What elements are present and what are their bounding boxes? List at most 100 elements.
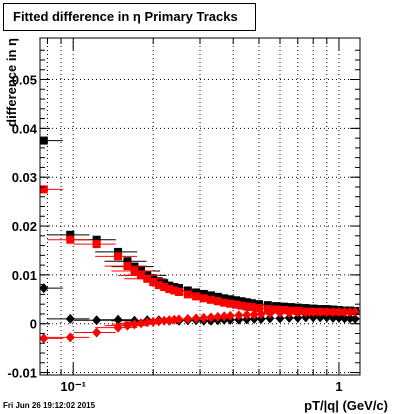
data-point-diamond-s3 [265,308,275,319]
data-point-square-s1 [254,304,263,313]
data-point-diamond-s2 [334,312,344,323]
data-point-diamond-s2 [275,313,285,324]
data-point-square-s1 [232,300,241,309]
data-point-square-s1 [114,252,123,261]
x-axis-label: pT/|q| (GeV/c) [304,398,388,413]
data-point-diamond-s3 [199,312,209,323]
data-point-diamond-s2 [65,313,75,324]
data-point-diamond-s2 [315,312,325,323]
data-point-square-s1 [220,298,229,307]
title-box: Fitted difference in η Primary Tracks [3,3,256,31]
data-point-diamond-s3 [293,307,303,318]
timestamp-footer: Fri Jun 26 19:12:02 2015 [3,401,96,410]
data-point-diamond-s3 [234,310,244,321]
data-point-diamond-s3 [183,313,193,324]
data-point-square-s0 [237,297,246,306]
y-tick-label: 0 [30,317,37,332]
data-point-square-s1 [183,290,192,299]
data-point-square-s1 [272,305,281,314]
y-tick-label: -0.01 [7,366,37,381]
data-point-diamond-s3 [345,306,355,317]
data-point-square-s0 [92,235,101,244]
data-point-diamond-s2 [350,313,360,324]
data-point-diamond-s3 [174,314,184,325]
data-point-diamond-s3 [159,315,169,326]
data-point-diamond-s2 [39,283,49,294]
data-point-square-s1 [213,297,222,306]
data-point-square-s1 [165,285,174,294]
data-point-diamond-s3 [219,311,229,322]
data-point-square-s1 [123,262,132,271]
data-point-diamond-s3 [350,306,360,317]
data-point-diamond-s3 [65,332,75,343]
data-point-square-s1 [66,235,75,244]
data-points [39,136,360,344]
data-point-diamond-s3 [113,322,123,333]
data-point-square-s0 [39,136,48,145]
data-point-square-s1 [199,294,208,303]
data-point-square-s1 [137,271,146,280]
data-point-diamond-s3 [308,306,318,317]
data-point-diamond-s3 [275,307,285,318]
data-point-square-s1 [170,286,179,295]
data-point-square-s1 [207,295,216,304]
data-point-diamond-s3 [340,306,350,317]
data-point-diamond-s3 [328,306,338,317]
data-point-square-s1 [160,283,169,292]
data-point-square-s0 [114,247,123,256]
data-point-diamond-s3 [136,318,146,329]
data-point-diamond-s3 [206,312,216,323]
data-point-diamond-s3 [249,309,259,320]
data-point-diamond-s3 [225,310,235,321]
data-point-square-s1 [154,281,163,290]
data-point-square-s1 [92,240,101,249]
data-point-square-s0 [207,291,216,300]
y-tick-label: 0.04 [12,121,38,136]
y-tick-label: 0.02 [12,219,37,234]
data-point-diamond-s3 [191,313,201,324]
data-point-square-s1 [263,305,272,314]
data-point-square-s1 [226,299,235,308]
y-tick-label: 0.01 [12,268,37,283]
data-point-square-s1 [242,302,251,311]
data-point-square-s0 [232,296,241,305]
y-tick-label: 0.03 [12,170,37,185]
y-axis-label: difference in η [4,38,19,127]
x-tick-label: 10⁻¹ [60,379,86,394]
data-point-square-s0 [226,295,235,304]
data-point-square-s1 [39,185,48,194]
data-point-square-s0 [242,298,251,307]
data-point-square-s1 [174,287,183,296]
data-point-square-s0 [66,230,75,239]
axis-ticks: 10⁻¹ 1 -0.01 0 0.01 0.02 0.03 0.04 0.05 [7,38,360,394]
data-point-diamond-s3 [301,307,311,318]
data-point-diamond-s3 [322,306,332,317]
data-point-square-s0 [123,257,132,266]
x-tick-label: 1 [335,379,342,394]
data-point-diamond-s2 [322,312,332,323]
data-point-diamond-s3 [92,327,102,338]
grid-lines [40,38,360,375]
data-point-diamond-s2 [113,314,123,325]
data-point-diamond-s2 [293,312,303,323]
y-tick-label: 0.05 [12,73,37,88]
data-point-diamond-s3 [39,333,49,344]
data-point-diamond-s2 [308,312,318,323]
data-point-diamond-s3 [284,307,294,318]
data-point-diamond-s3 [213,311,223,322]
data-point-square-s1 [279,306,288,315]
data-point-diamond-s3 [334,306,344,317]
data-point-diamond-s3 [148,316,158,327]
data-point-square-s1 [143,274,152,283]
data-point-diamond-s3 [256,308,266,319]
data-point-square-s1 [149,278,158,287]
data-point-diamond-s3 [315,306,325,317]
chart-title: Fitted difference in η Primary Tracks [13,9,238,24]
data-point-diamond-s2 [340,313,350,324]
data-point-square-s0 [213,292,222,301]
data-point-diamond-s2 [345,313,355,324]
data-point-diamond-s2 [328,312,338,323]
data-point-diamond-s3 [154,316,164,327]
data-point-square-s1 [130,266,139,275]
